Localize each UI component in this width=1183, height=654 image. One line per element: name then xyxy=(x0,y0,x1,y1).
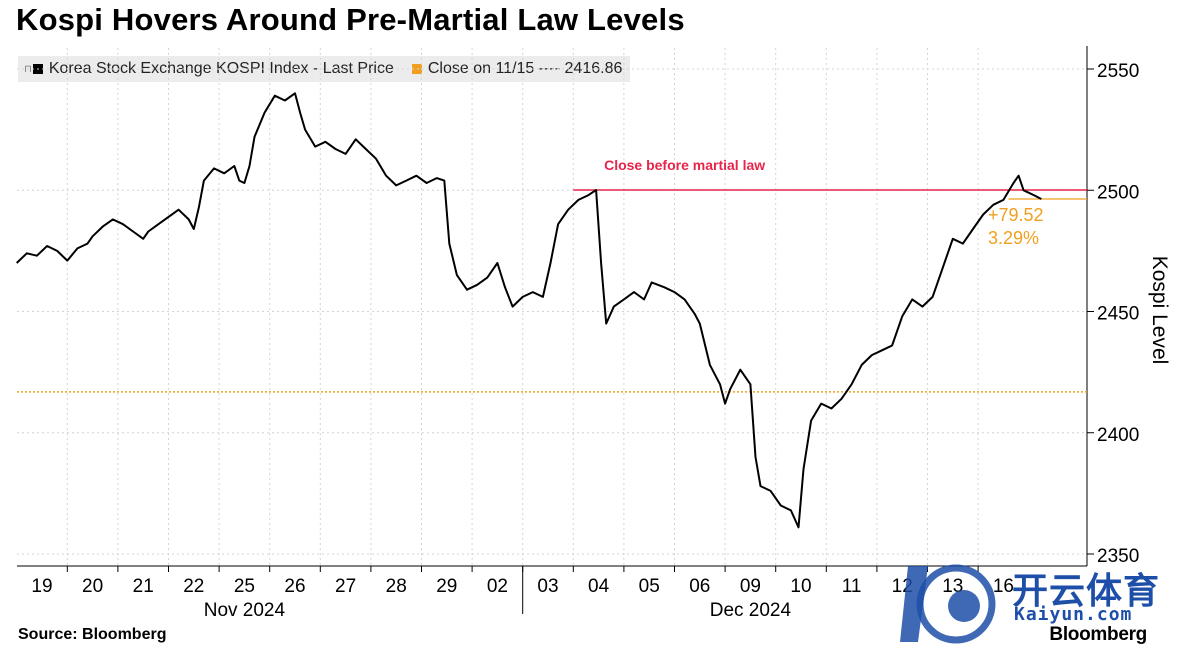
kospi-price-line xyxy=(16,92,1042,529)
legend-swatch-close-1115 xyxy=(411,64,422,74)
x-tick-label: 28 xyxy=(386,576,407,597)
y-tick-label: 2500 xyxy=(1097,182,1139,203)
watermark-url: Kaiyun.com xyxy=(1014,604,1133,625)
bloomberg-brand: Bloomberg xyxy=(1049,624,1147,645)
change-points-label: +79.52 xyxy=(988,205,1044,225)
y-tick-label: 2350 xyxy=(1097,546,1139,567)
legend-label-kospi: Korea Stock Exchange KOSPI Index - Last … xyxy=(48,60,394,77)
x-tick-label: 03 xyxy=(537,576,558,597)
x-tick-label: 06 xyxy=(689,576,710,597)
x-tick-label: 10 xyxy=(790,576,811,597)
source-note: Source: Bloomberg xyxy=(18,626,167,643)
watermark-text: 开云体育 xyxy=(1012,570,1161,611)
x-tick-label: 19 xyxy=(31,576,52,597)
y-tick-label: 2450 xyxy=(1097,304,1139,325)
x-tick-label: 27 xyxy=(335,576,356,597)
x-tick-label: 25 xyxy=(234,576,255,597)
x-tick-label: 05 xyxy=(639,576,660,597)
x-tick-label: 21 xyxy=(133,576,154,597)
x-tick-label: 04 xyxy=(588,576,610,597)
change-pct-label: 3.29% xyxy=(988,228,1039,248)
x-tick-label: 11 xyxy=(842,576,862,597)
month-label: Dec 2024 xyxy=(710,600,792,621)
y-tick-label: 2400 xyxy=(1097,425,1139,446)
x-tick-label: 26 xyxy=(284,576,305,597)
chart-title: Kospi Hovers Around Pre-Martial Law Leve… xyxy=(16,2,685,37)
x-tick-label: 20 xyxy=(82,576,103,597)
x-tick-label: 02 xyxy=(487,576,508,597)
y-tick-label: 2550 xyxy=(1097,61,1139,82)
x-tick-label: 09 xyxy=(740,576,761,597)
y-axis-label: Kospi Level xyxy=(1148,256,1171,365)
martial-law-label: Close before martial law xyxy=(604,157,765,173)
x-tick-label: 22 xyxy=(183,576,204,597)
month-label: Nov 2024 xyxy=(204,600,286,621)
x-tick-label: 29 xyxy=(436,576,457,597)
x-tick-label: 16 xyxy=(993,576,1014,597)
kaiyun-logo-icon xyxy=(900,564,996,644)
